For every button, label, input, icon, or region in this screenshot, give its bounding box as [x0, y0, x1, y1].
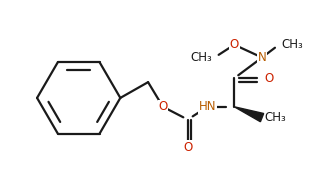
Polygon shape — [234, 107, 264, 122]
Text: HN: HN — [199, 100, 216, 113]
Text: O: O — [158, 100, 168, 113]
Text: O: O — [183, 141, 192, 154]
Text: CH₃: CH₃ — [281, 38, 303, 51]
Text: CH₃: CH₃ — [191, 51, 212, 64]
Text: CH₃: CH₃ — [264, 111, 286, 124]
Text: O: O — [230, 38, 239, 51]
Text: O: O — [264, 72, 273, 85]
Text: N: N — [258, 51, 266, 64]
